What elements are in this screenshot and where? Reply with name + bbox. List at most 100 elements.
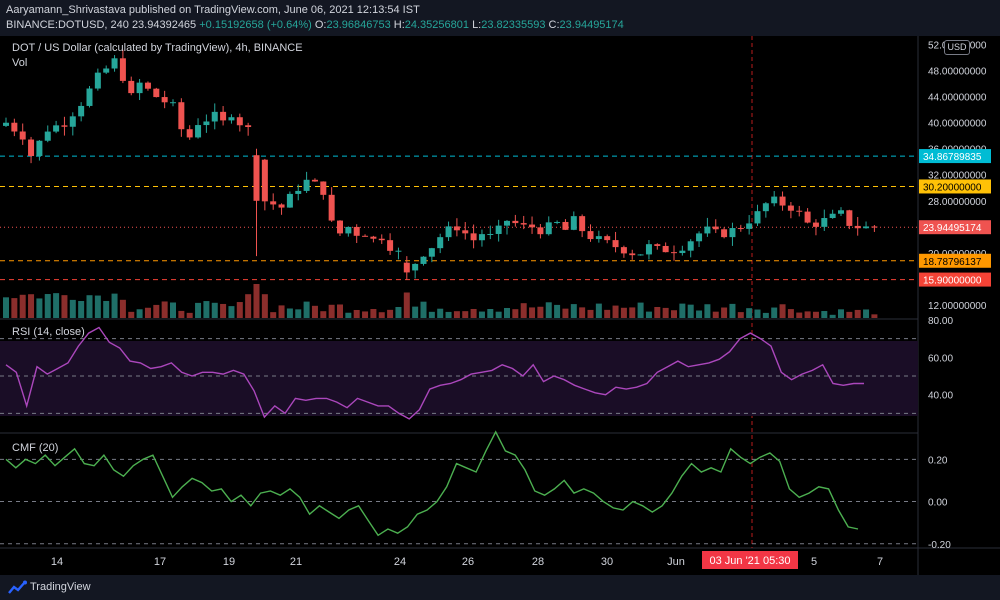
volume-bar [679, 303, 686, 318]
candle-body [345, 226, 352, 234]
price-level-badge [919, 220, 991, 235]
candle-body [537, 227, 544, 235]
volume-bar [295, 309, 302, 318]
candle-body [278, 204, 285, 208]
candle-body [337, 220, 343, 234]
volume-bar [637, 302, 644, 318]
chart-header: Aaryamann_Shrivastava published on Tradi… [0, 0, 1000, 36]
candle-body [228, 117, 235, 121]
candle-body [220, 111, 227, 121]
volume-bar [545, 302, 552, 318]
price-tick-label: 48.00000000 [928, 67, 987, 78]
candle-body [829, 213, 836, 219]
volume-bar [19, 294, 26, 318]
candle-body [520, 223, 527, 225]
candle-body [754, 211, 761, 224]
currency-badge[interactable]: USD [944, 40, 970, 55]
price-tick-label: 40.00000000 [928, 119, 987, 130]
volume-bar [787, 309, 794, 318]
candle-body [838, 210, 844, 214]
candle-body [687, 241, 694, 251]
volume-bar [220, 303, 227, 318]
candle-body [303, 179, 310, 191]
volume-bar [696, 310, 703, 318]
candle-body [612, 240, 619, 248]
volume-bar [821, 311, 828, 318]
volume-bar [779, 304, 786, 318]
volume-bar [111, 293, 118, 318]
candle-body [44, 131, 51, 141]
symbol-label: BINANCE:DOTUSD, 240 [6, 19, 129, 31]
volume-bar [311, 305, 318, 318]
rsi-tick-label: 80.00 [928, 316, 953, 327]
candle-body [61, 125, 68, 127]
candle-body [595, 236, 602, 240]
volume-bar [203, 301, 210, 318]
volume-bar [579, 307, 586, 318]
x-tick-label: 7 [877, 556, 883, 568]
candle-body [762, 203, 769, 212]
candle-body [86, 88, 93, 106]
volume-bar [328, 304, 335, 318]
price-chart[interactable]: 52.0000000048.0000000044.0000000040.0000… [0, 0, 1000, 575]
candle-body [696, 233, 703, 242]
volume-bar [128, 311, 135, 318]
volume-bar [403, 292, 410, 318]
volume-bar [437, 308, 444, 318]
candle-body [545, 222, 552, 235]
volume-bar [721, 307, 728, 318]
candle-body [186, 129, 193, 138]
volume-bar [470, 308, 477, 318]
volume-bar [178, 310, 185, 318]
volume-bar [570, 304, 577, 318]
candle-body [462, 230, 469, 234]
candle-body [270, 201, 277, 205]
candle-body [437, 237, 444, 249]
volume-bar [595, 303, 602, 318]
volume-bar [44, 294, 51, 318]
volume-bar [144, 307, 151, 318]
low-value: 23.82335593 [481, 19, 546, 31]
volume-bar [629, 307, 636, 318]
volume-bar [662, 307, 669, 318]
candle-body [671, 252, 677, 254]
volume-bar [512, 309, 519, 318]
volume-bar [161, 301, 168, 318]
candle-body [53, 125, 60, 132]
price-tick-label: 12.00000000 [928, 301, 987, 312]
price-tick-label: 28.00000000 [928, 197, 987, 208]
volume-bar [94, 295, 101, 318]
candle-body [604, 236, 611, 241]
cmf-line [5, 430, 859, 537]
volume-bar [620, 307, 627, 318]
candle-body [161, 97, 168, 103]
candle-body [871, 226, 878, 228]
candle-body [737, 228, 744, 230]
last-price: 23.94392465 [131, 19, 197, 31]
candle-body [245, 125, 252, 128]
candle-body [504, 220, 510, 226]
volume-bar [604, 309, 611, 318]
rsi-band [0, 341, 918, 416]
volume-bar [445, 311, 452, 318]
candle-body [654, 244, 661, 246]
candle-body [119, 58, 126, 81]
volume-bar [771, 307, 778, 318]
volume-bar [11, 298, 18, 318]
volume-bar [796, 312, 803, 318]
close-value: 23.94495174 [559, 19, 624, 31]
candle-body [253, 155, 260, 201]
x-tick-label: 24 [394, 556, 406, 568]
cmf-tick-label: -0.20 [928, 540, 951, 551]
candle-body [362, 235, 369, 237]
high-value: 24.35256801 [404, 19, 469, 31]
volume-bar [136, 309, 143, 318]
candle-body [428, 248, 435, 257]
candle-body [203, 121, 210, 126]
x-tick-label: 17 [154, 556, 166, 568]
volume-bar [746, 308, 753, 318]
price-level-label: 34.86789835 [923, 152, 982, 163]
candle-body [412, 263, 419, 271]
candle-body [863, 226, 870, 229]
volume-bar [337, 304, 343, 318]
